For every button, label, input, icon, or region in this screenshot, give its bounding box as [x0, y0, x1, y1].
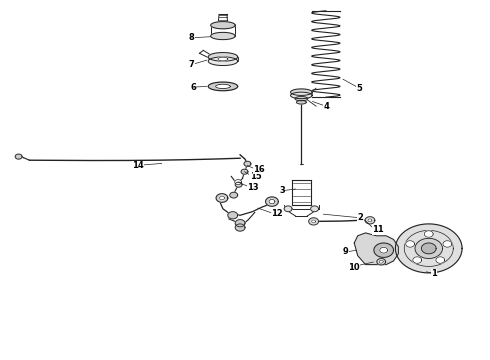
Polygon shape — [208, 53, 238, 61]
Polygon shape — [377, 258, 386, 265]
Text: 9: 9 — [343, 248, 349, 256]
Polygon shape — [379, 260, 383, 263]
Text: 7: 7 — [189, 60, 195, 69]
Text: 1: 1 — [431, 269, 437, 278]
Polygon shape — [208, 57, 238, 66]
Text: 10: 10 — [348, 263, 360, 271]
Polygon shape — [296, 100, 306, 104]
Polygon shape — [380, 247, 388, 253]
Polygon shape — [424, 231, 433, 237]
Polygon shape — [235, 220, 245, 227]
Polygon shape — [235, 224, 245, 231]
Text: 12: 12 — [271, 209, 283, 218]
Polygon shape — [216, 84, 230, 89]
Polygon shape — [436, 257, 445, 263]
Text: 5: 5 — [357, 84, 363, 93]
Text: 13: 13 — [247, 183, 259, 192]
Polygon shape — [291, 89, 312, 95]
Polygon shape — [443, 241, 452, 247]
Polygon shape — [241, 169, 248, 174]
Polygon shape — [269, 199, 275, 204]
Text: 3: 3 — [279, 186, 285, 195]
Polygon shape — [211, 22, 235, 29]
Polygon shape — [395, 224, 462, 273]
Polygon shape — [415, 238, 442, 258]
Polygon shape — [421, 243, 436, 254]
Polygon shape — [312, 220, 316, 223]
Polygon shape — [235, 182, 242, 187]
Polygon shape — [235, 180, 242, 185]
Text: 8: 8 — [189, 33, 195, 42]
Polygon shape — [291, 92, 312, 99]
Polygon shape — [230, 192, 238, 198]
Polygon shape — [354, 233, 398, 265]
Text: 6: 6 — [190, 83, 196, 91]
Polygon shape — [228, 212, 238, 219]
Polygon shape — [413, 257, 421, 263]
Polygon shape — [374, 243, 393, 257]
Polygon shape — [284, 206, 292, 212]
Polygon shape — [406, 241, 415, 247]
Polygon shape — [295, 96, 308, 101]
Polygon shape — [266, 197, 278, 206]
Polygon shape — [15, 154, 22, 159]
Polygon shape — [244, 161, 251, 166]
Text: 4: 4 — [323, 102, 329, 111]
Text: 2: 2 — [358, 213, 364, 222]
Polygon shape — [309, 218, 318, 225]
Polygon shape — [220, 196, 224, 200]
Polygon shape — [216, 194, 228, 202]
Polygon shape — [218, 57, 228, 61]
Polygon shape — [311, 206, 319, 212]
Polygon shape — [208, 82, 238, 91]
Polygon shape — [365, 217, 375, 224]
Text: 11: 11 — [372, 225, 384, 234]
Polygon shape — [368, 219, 372, 222]
Text: 15: 15 — [250, 172, 262, 181]
Text: 16: 16 — [253, 165, 265, 174]
Polygon shape — [211, 32, 235, 40]
Text: 14: 14 — [132, 161, 144, 170]
